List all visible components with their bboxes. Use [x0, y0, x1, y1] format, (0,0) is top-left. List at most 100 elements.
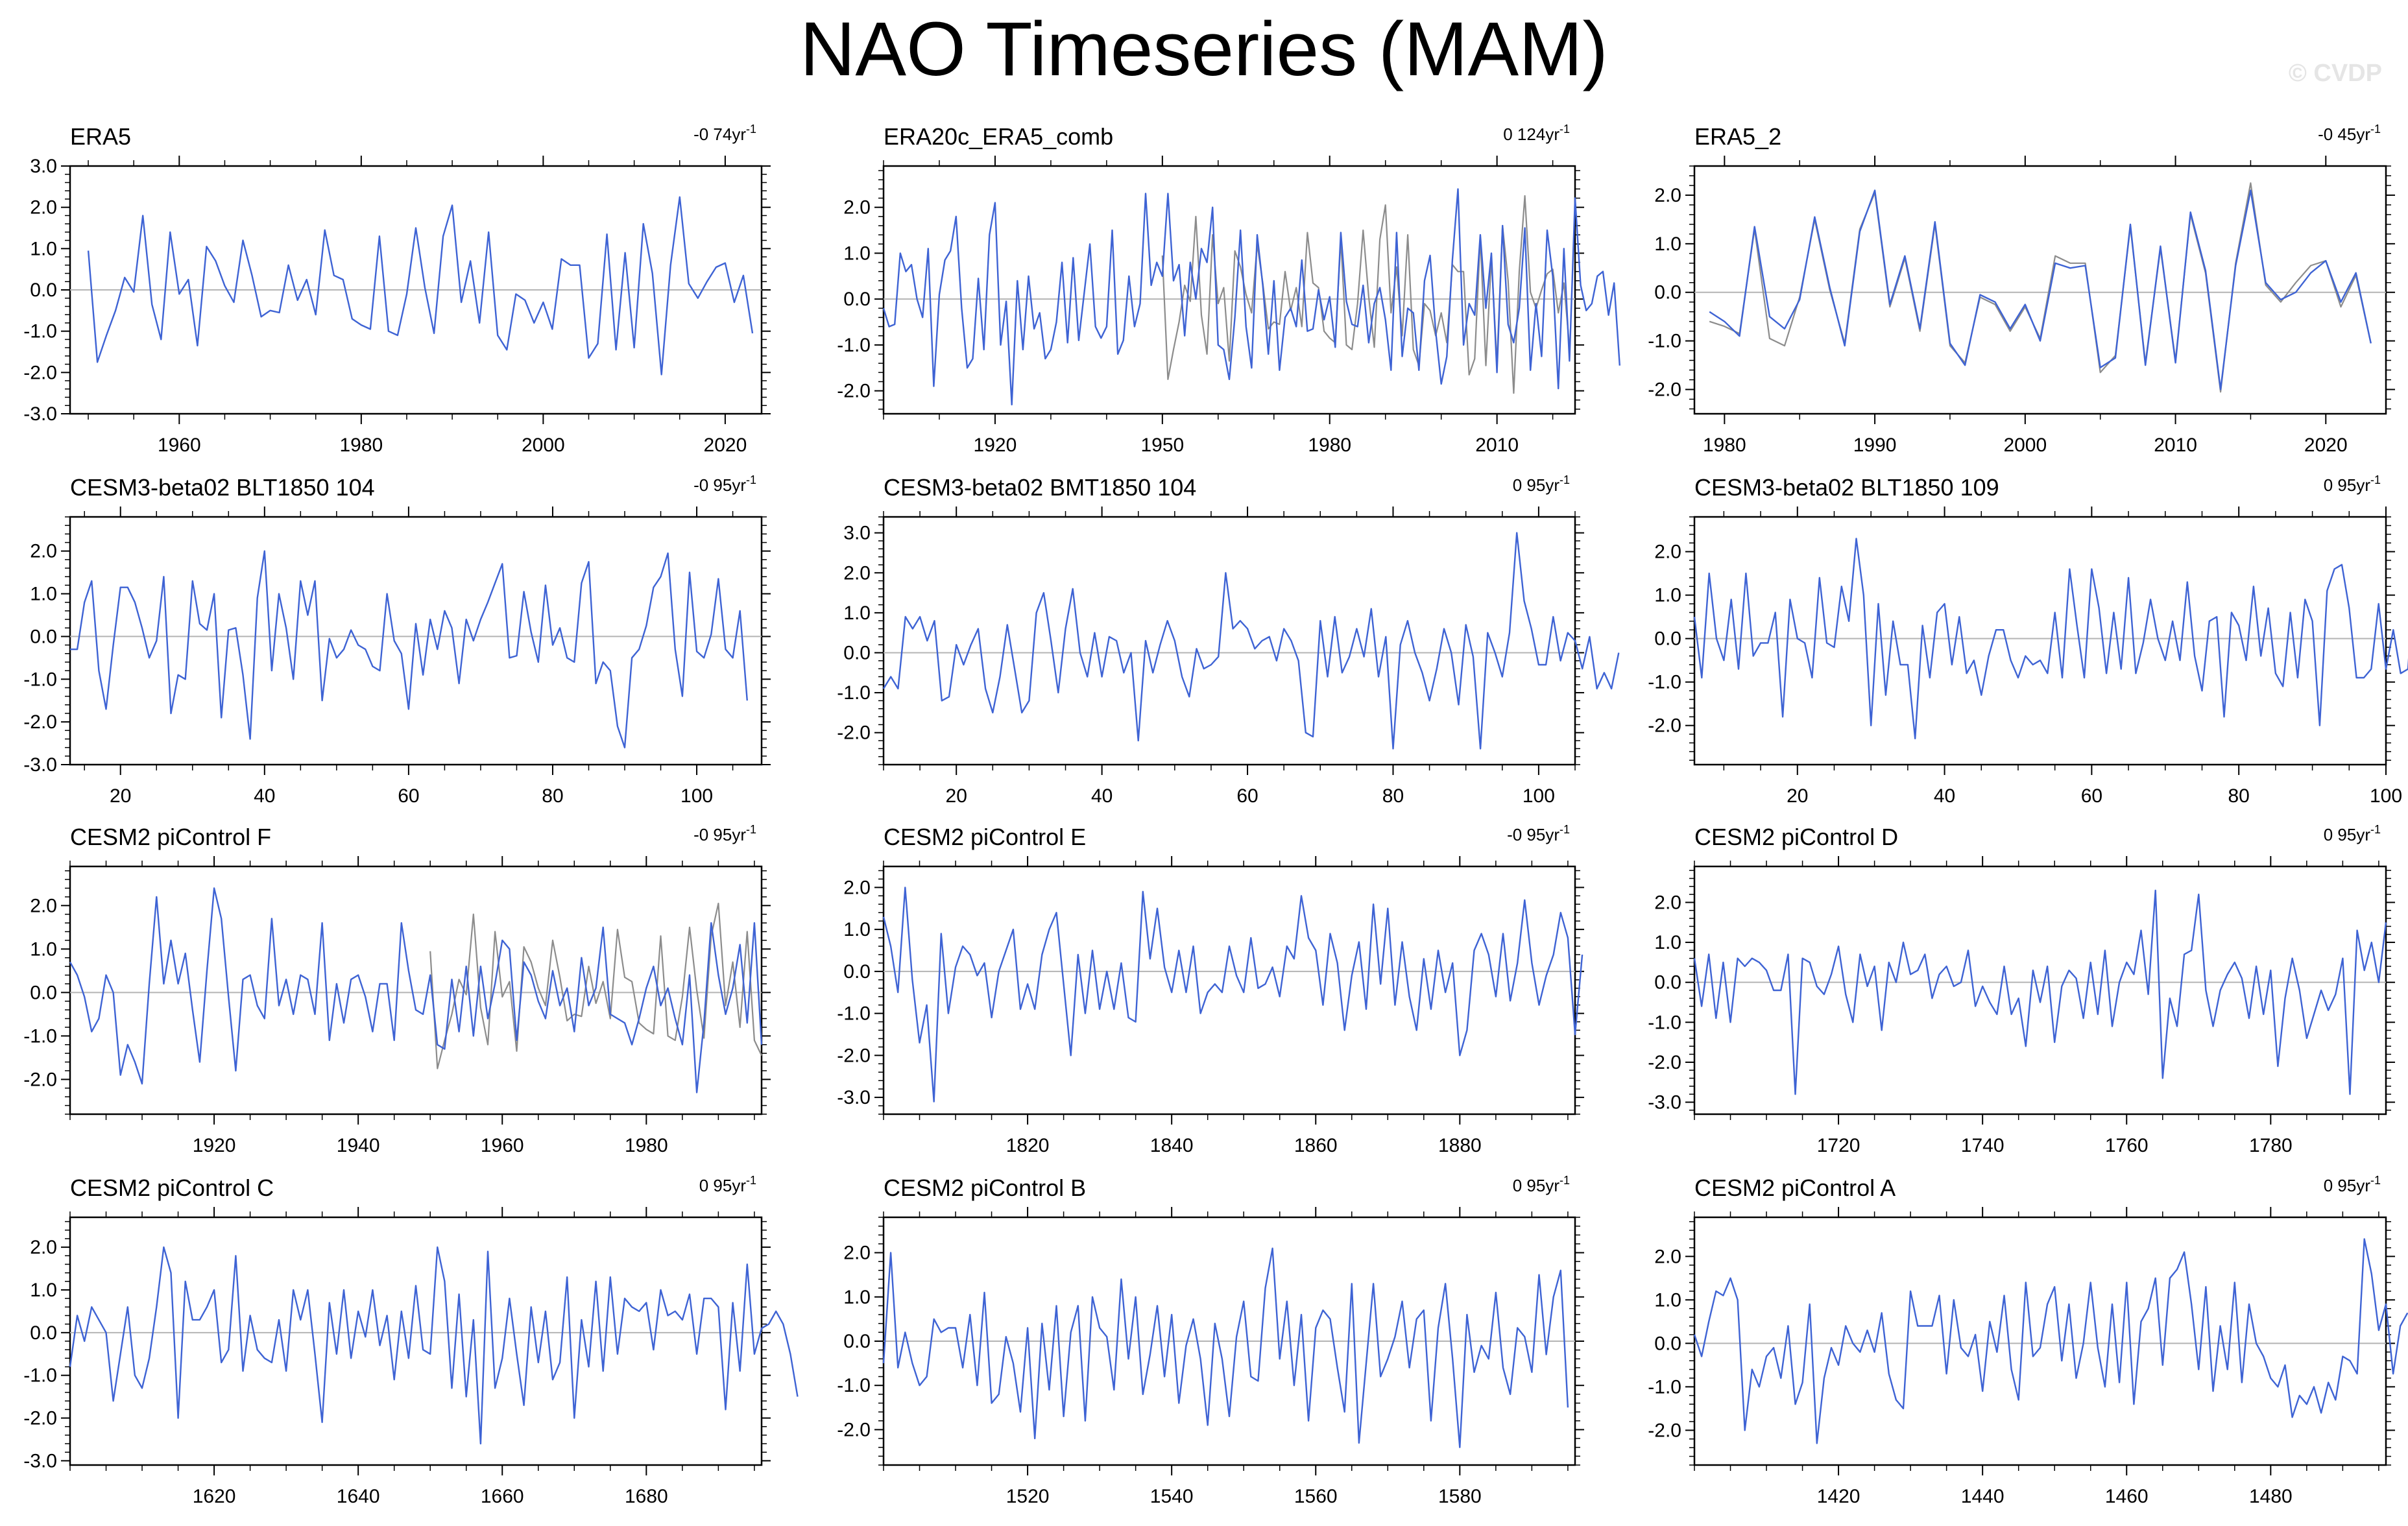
y-tick-label: -2.0	[23, 711, 57, 733]
x-tick-label: 1440	[1961, 1486, 2005, 1507]
y-tick-label: 0.0	[843, 1331, 871, 1352]
plot-frame	[69, 865, 763, 1115]
trend-exponent: -1	[746, 473, 756, 486]
figure-title: NAO Timeseries (MAM)	[800, 6, 1608, 92]
y-tick-label: -3.0	[23, 1450, 57, 1472]
x-tick-label: 2010	[2154, 435, 2197, 456]
y-tick-label: 0.0	[843, 289, 871, 310]
x-tick-label: 40	[1091, 785, 1113, 807]
y-tick-label: 1.0	[843, 919, 871, 940]
x-tick-label: 1540	[1150, 1486, 1194, 1507]
trend-label: 0 95yr-1	[2324, 473, 2381, 495]
x-tick-label: 100	[1523, 785, 1555, 807]
x-tick-label: 60	[398, 785, 419, 807]
trend-label: 0 95yr-1	[1513, 1174, 1570, 1195]
x-tick-label: 1680	[625, 1486, 668, 1507]
trend-exponent: -1	[2370, 1174, 2381, 1187]
x-tick-label: 2020	[2304, 435, 2348, 456]
y-tick-label: 2.0	[843, 562, 871, 584]
x-tick-label: 1920	[193, 1135, 236, 1156]
y-tick-label: 1.0	[843, 602, 871, 624]
trend-label: -0 95yr-1	[693, 473, 756, 495]
y-tick-label: 3.0	[843, 523, 871, 544]
trend-value: -0 74yr	[693, 125, 746, 144]
y-tick-label: -1.0	[837, 335, 871, 356]
x-tick-label: 1820	[1006, 1135, 1050, 1156]
trend-exponent: -1	[1559, 823, 1570, 836]
series-line-era5-2	[1709, 189, 2372, 390]
trend-label: -0 45yr-1	[2318, 123, 2381, 144]
panel-title: CESM3-beta02 BMT1850 104	[884, 474, 1196, 501]
x-tick-label: 20	[110, 785, 131, 807]
y-tick-label: -2.0	[1648, 1420, 1681, 1441]
panel-title: CESM3-beta02 BLT1850 104	[70, 474, 375, 501]
x-tick-label: 1860	[1294, 1135, 1338, 1156]
y-tick-label: 0.0	[1654, 972, 1681, 994]
trend-exponent: -1	[2370, 823, 2381, 836]
trend-exponent: -1	[746, 123, 756, 136]
series-line-era20c-era5-comb	[882, 188, 1620, 406]
trend-exponent: -1	[746, 1174, 756, 1187]
x-tick-label: 1980	[339, 435, 383, 456]
panel-title: ERA5	[70, 123, 131, 150]
trend-value: -0 95yr	[693, 475, 746, 495]
y-tick-label: -3.0	[23, 754, 57, 776]
x-tick-label: 1580	[1438, 1486, 1482, 1507]
x-tick-label: 2020	[704, 435, 747, 456]
x-tick-label: 1990	[1853, 435, 1897, 456]
y-tick-label: -1.0	[23, 321, 57, 342]
trend-value: 0 95yr	[2324, 475, 2371, 495]
y-tick-label: -1.0	[23, 669, 57, 690]
y-tick-label: 1.0	[30, 1280, 57, 1301]
x-tick-label: 1640	[337, 1486, 380, 1507]
y-tick-label: -2.0	[23, 1408, 57, 1429]
y-tick-label: -1.0	[837, 682, 871, 704]
y-tick-label: -2.0	[1648, 379, 1681, 401]
chart-panel-cesm2-picontrol-a: -2.0 -1.0 0.0 1.0 2.0 1420 1440 1460 1480 CESM2 p…	[1648, 1174, 2408, 1507]
x-tick-label: 100	[2370, 785, 2402, 807]
trend-exponent: -1	[2370, 123, 2381, 136]
y-tick-label: -1.0	[1648, 331, 1681, 352]
y-tick-label: -2.0	[1648, 1052, 1681, 1073]
y-tick-label: -1.0	[1648, 1012, 1681, 1033]
trend-label: 0 95yr-1	[2324, 823, 2381, 844]
y-tick-label: 2.0	[30, 197, 57, 219]
trend-value: -0 95yr	[1507, 825, 1559, 844]
plot-frame	[1693, 1216, 2387, 1466]
y-tick-label: -2.0	[837, 1045, 871, 1066]
y-tick-label: -3.0	[23, 403, 57, 425]
y-tick-label: 1.0	[30, 938, 57, 960]
y-tick-label: -2.0	[23, 362, 57, 383]
trend-label: -0 95yr-1	[693, 823, 756, 844]
y-tick-label: 2.0	[30, 541, 57, 562]
trend-label: 0 95yr-1	[2324, 1174, 2381, 1195]
trend-value: 0 124yr	[1503, 125, 1559, 144]
x-tick-label: 40	[1934, 785, 1955, 807]
x-tick-label: 1560	[1294, 1486, 1338, 1507]
y-tick-label: 0.0	[1654, 282, 1681, 304]
chart-panel-cesm2-picontrol-e: -3.0 -2.0 -1.0 0.0 1.0 2.0 1820 1840 1860 1880 CES…	[837, 823, 1584, 1156]
plot-frame	[1693, 516, 2387, 766]
chart-panel-cesm2-picontrol-f: -2.0 -1.0 0.0 1.0 2.0 1920 1940 1960 1980 CESM2 p…	[23, 823, 771, 1156]
chart-panel-cesm3-blt1850-109: -2.0 -1.0 0.0 1.0 2.0 20 40 60 80 100 CESM3-beta02…	[1648, 473, 2408, 807]
x-tick-label: 1880	[1438, 1135, 1482, 1156]
x-tick-label: 1980	[1703, 435, 1746, 456]
chart-panel-era20c-era5-comb: -2.0 -1.0 0.0 1.0 2.0 1920 1950 1980 2010 ERA20c_…	[837, 123, 1620, 456]
x-tick-label: 2010	[1475, 435, 1519, 456]
y-tick-label: 3.0	[30, 156, 57, 177]
y-tick-label: 1.0	[1654, 1289, 1681, 1311]
x-tick-label: 40	[254, 785, 275, 807]
x-tick-label: 1620	[193, 1486, 236, 1507]
y-tick-label: 2.0	[1654, 1246, 1681, 1267]
trend-value: 0 95yr	[1513, 1176, 1560, 1195]
y-tick-label: 0.0	[30, 280, 57, 301]
x-tick-label: 1960	[481, 1135, 524, 1156]
trend-value: -0 45yr	[2318, 125, 2370, 144]
x-tick-label: 1980	[1308, 435, 1351, 456]
trend-label: -0 95yr-1	[1507, 823, 1570, 844]
y-tick-label: 0.0	[30, 626, 57, 647]
plot-frame	[882, 865, 1576, 1115]
y-tick-label: -1.0	[1648, 672, 1681, 693]
y-tick-label: 1.0	[1654, 932, 1681, 953]
